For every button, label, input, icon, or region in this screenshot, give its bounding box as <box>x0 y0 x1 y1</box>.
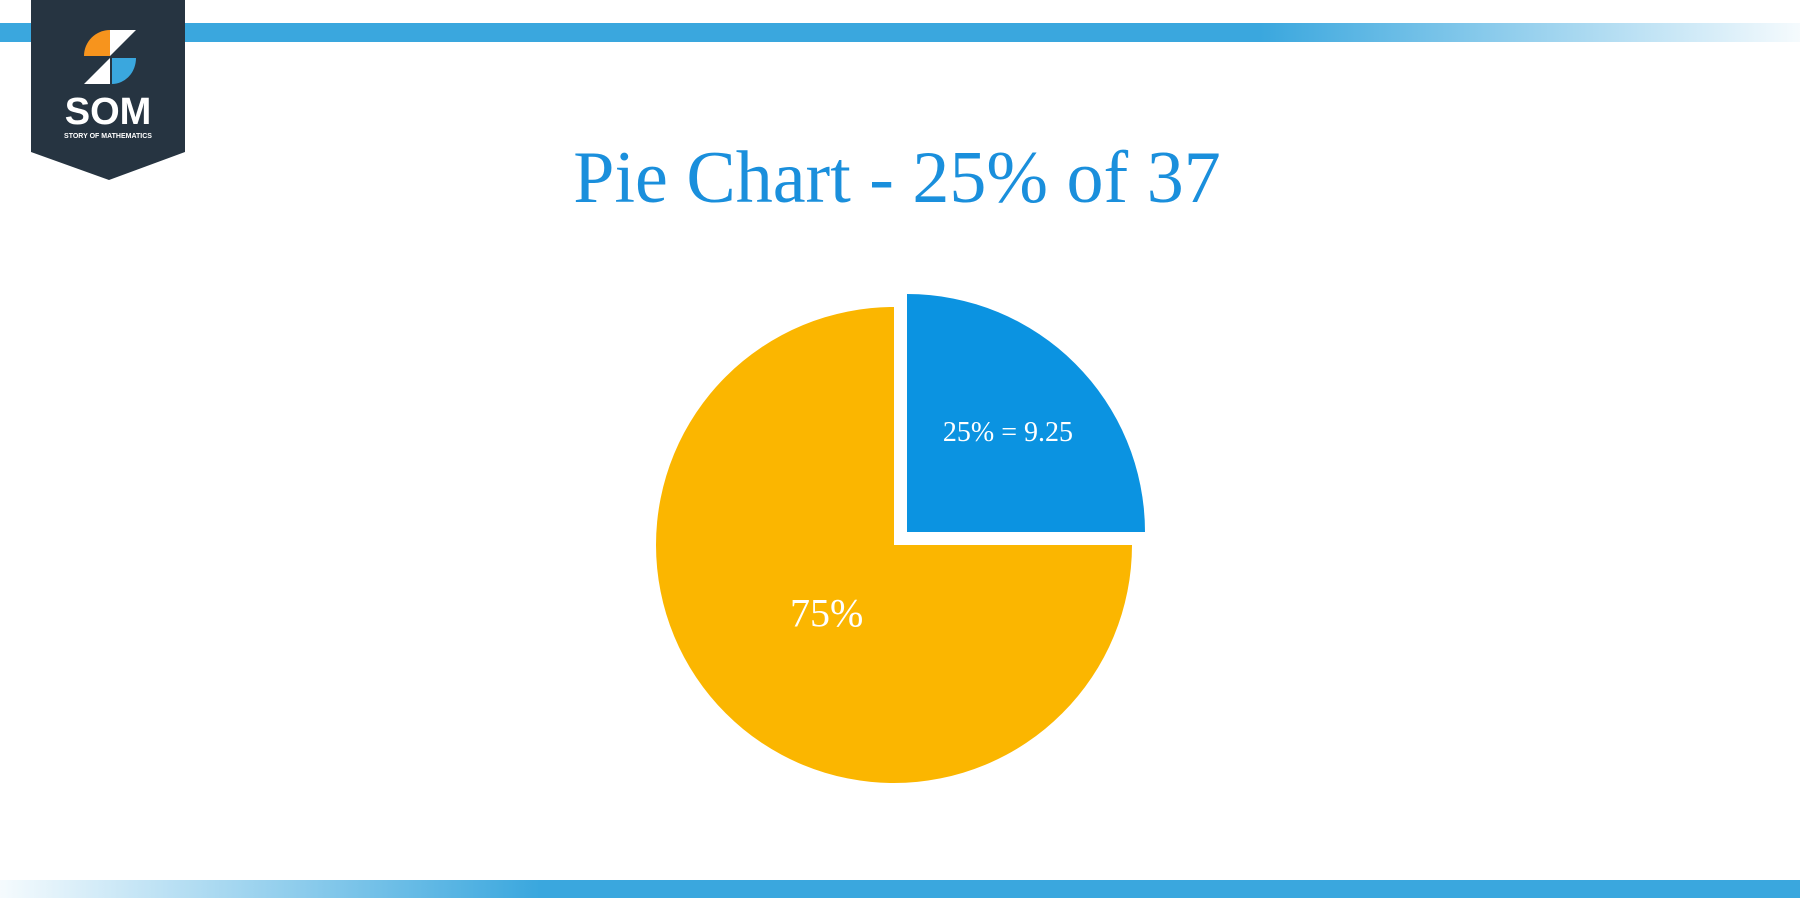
logo: SOM STORY OF MATHEMATICS <box>31 0 185 180</box>
slice-label: 25% = 9.25 <box>943 417 1073 448</box>
logo-icon <box>84 58 110 84</box>
pie-slice <box>907 294 1145 532</box>
chart-title: Pie Chart - 25% of 37 <box>573 137 1220 219</box>
logo-badge <box>31 0 185 180</box>
top-bar <box>0 23 1800 42</box>
bottom-bar <box>0 880 1800 898</box>
logo-subtitle: STORY OF MATHEMATICS <box>64 133 152 140</box>
slice-label: 75% <box>790 590 863 635</box>
logo-icon <box>110 30 136 56</box>
logo-icon <box>112 58 136 84</box>
logo-title: SOM <box>65 91 152 133</box>
pie-slice <box>656 307 1132 783</box>
logo-icon <box>84 30 110 56</box>
